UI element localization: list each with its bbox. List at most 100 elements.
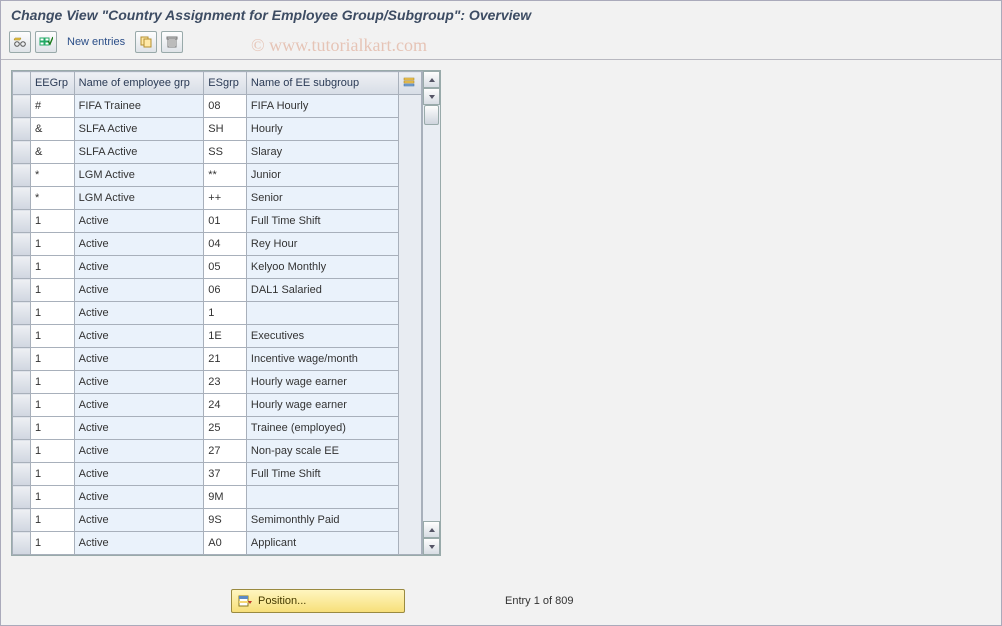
scroll-up-button[interactable]: [423, 71, 440, 88]
select-all-header[interactable]: [13, 72, 31, 95]
vertical-scrollbar[interactable]: [422, 71, 440, 555]
cell-eegrp[interactable]: 1: [30, 325, 74, 348]
cell-esgrp[interactable]: 21: [204, 348, 247, 371]
cell-eegrp[interactable]: 1: [30, 509, 74, 532]
cell-eegrp[interactable]: 1: [30, 371, 74, 394]
scroll-line-up-button[interactable]: [423, 521, 440, 538]
table-row[interactable]: 1Active25Trainee (employed): [13, 417, 422, 440]
col-header-name-ee-subgroup[interactable]: Name of EE subgroup: [246, 72, 398, 95]
table-row[interactable]: 1Active05Kelyoo Monthly: [13, 256, 422, 279]
row-selector[interactable]: [13, 348, 31, 371]
cell-eegrp[interactable]: *: [30, 164, 74, 187]
cell-eegrp[interactable]: 1: [30, 463, 74, 486]
cell-esgrp[interactable]: 25: [204, 417, 247, 440]
cell-eegrp[interactable]: 1: [30, 440, 74, 463]
cell-eegrp[interactable]: &: [30, 141, 74, 164]
row-selector[interactable]: [13, 210, 31, 233]
row-selector[interactable]: [13, 463, 31, 486]
row-selector[interactable]: [13, 394, 31, 417]
row-selector[interactable]: [13, 440, 31, 463]
cell-eegrp[interactable]: 1: [30, 348, 74, 371]
new-entries-button[interactable]: New entries: [61, 36, 131, 48]
table-row[interactable]: 1Active27Non-pay scale EE: [13, 440, 422, 463]
cell-esgrp[interactable]: 04: [204, 233, 247, 256]
col-header-name-employee-grp[interactable]: Name of employee grp: [74, 72, 204, 95]
table-row[interactable]: 1Active23Hourly wage earner: [13, 371, 422, 394]
cell-eegrp[interactable]: 1: [30, 532, 74, 555]
row-selector[interactable]: [13, 486, 31, 509]
cell-esgrp[interactable]: 1E: [204, 325, 247, 348]
cell-esgrp[interactable]: 1: [204, 302, 247, 325]
table-row[interactable]: 1Active1: [13, 302, 422, 325]
table-row[interactable]: #FIFA Trainee08FIFA Hourly: [13, 95, 422, 118]
table-row[interactable]: &SLFA ActiveSSSlaray: [13, 141, 422, 164]
cell-eegrp[interactable]: 1: [30, 486, 74, 509]
row-selector[interactable]: [13, 302, 31, 325]
row-selector[interactable]: [13, 141, 31, 164]
table-row[interactable]: &SLFA ActiveSHHourly: [13, 118, 422, 141]
delete-button[interactable]: [161, 31, 183, 53]
cell-eegrp[interactable]: 1: [30, 417, 74, 440]
row-selector[interactable]: [13, 164, 31, 187]
scroll-track[interactable]: [423, 105, 440, 521]
table-row[interactable]: 1Active9SSemimonthly Paid: [13, 509, 422, 532]
table-row[interactable]: 1Active24Hourly wage earner: [13, 394, 422, 417]
scroll-down-button[interactable]: [423, 538, 440, 555]
cell-esgrp[interactable]: 23: [204, 371, 247, 394]
table-row[interactable]: 1Active9M: [13, 486, 422, 509]
cell-esgrp[interactable]: 9S: [204, 509, 247, 532]
cell-esgrp[interactable]: **: [204, 164, 247, 187]
cell-eegrp[interactable]: 1: [30, 302, 74, 325]
row-selector[interactable]: [13, 233, 31, 256]
row-selector[interactable]: [13, 279, 31, 302]
cell-esgrp[interactable]: 24: [204, 394, 247, 417]
col-header-eegrp[interactable]: EEGrp: [30, 72, 74, 95]
row-selector[interactable]: [13, 509, 31, 532]
row-selector[interactable]: [13, 532, 31, 555]
toggle-edit-button[interactable]: [9, 31, 31, 53]
table-row[interactable]: 1Active37Full Time Shift: [13, 463, 422, 486]
cell-eegrp[interactable]: 1: [30, 210, 74, 233]
cell-name-ee-subgroup: Kelyoo Monthly: [246, 256, 398, 279]
table-row[interactable]: 1Active01Full Time Shift: [13, 210, 422, 233]
cell-esgrp[interactable]: 06: [204, 279, 247, 302]
cell-esgrp[interactable]: 27: [204, 440, 247, 463]
scroll-thumb[interactable]: [424, 105, 439, 125]
cell-eegrp[interactable]: 1: [30, 279, 74, 302]
row-selector[interactable]: [13, 417, 31, 440]
cell-esgrp[interactable]: ++: [204, 187, 247, 210]
cell-esgrp[interactable]: SS: [204, 141, 247, 164]
cell-eegrp[interactable]: *: [30, 187, 74, 210]
cell-eegrp[interactable]: 1: [30, 256, 74, 279]
table-row[interactable]: *LGM Active**Junior: [13, 164, 422, 187]
row-selector[interactable]: [13, 371, 31, 394]
table-row[interactable]: 1Active1EExecutives: [13, 325, 422, 348]
cell-esgrp[interactable]: A0: [204, 532, 247, 555]
cell-eegrp[interactable]: &: [30, 118, 74, 141]
cell-esgrp[interactable]: 9M: [204, 486, 247, 509]
table-row[interactable]: *LGM Active++Senior: [13, 187, 422, 210]
cell-eegrp[interactable]: 1: [30, 394, 74, 417]
cell-esgrp[interactable]: 37: [204, 463, 247, 486]
row-selector[interactable]: [13, 256, 31, 279]
table-row[interactable]: 1Active06DAL1 Salaried: [13, 279, 422, 302]
copy-button[interactable]: [135, 31, 157, 53]
row-selector[interactable]: [13, 118, 31, 141]
cell-eegrp[interactable]: #: [30, 95, 74, 118]
scroll-line-down-button[interactable]: [423, 88, 440, 105]
col-header-esgrp[interactable]: ESgrp: [204, 72, 247, 95]
cell-esgrp[interactable]: 01: [204, 210, 247, 233]
cell-esgrp[interactable]: SH: [204, 118, 247, 141]
table-row[interactable]: 1Active21Incentive wage/month: [13, 348, 422, 371]
cell-esgrp[interactable]: 08: [204, 95, 247, 118]
position-button[interactable]: Position...: [231, 589, 405, 613]
row-selector[interactable]: [13, 325, 31, 348]
table-row[interactable]: 1ActiveA0Applicant: [13, 532, 422, 555]
row-selector[interactable]: [13, 95, 31, 118]
select-fields-button[interactable]: [35, 31, 57, 53]
table-row[interactable]: 1Active04Rey Hour: [13, 233, 422, 256]
row-selector[interactable]: [13, 187, 31, 210]
cell-eegrp[interactable]: 1: [30, 233, 74, 256]
cell-esgrp[interactable]: 05: [204, 256, 247, 279]
table-settings-button[interactable]: [398, 72, 421, 95]
